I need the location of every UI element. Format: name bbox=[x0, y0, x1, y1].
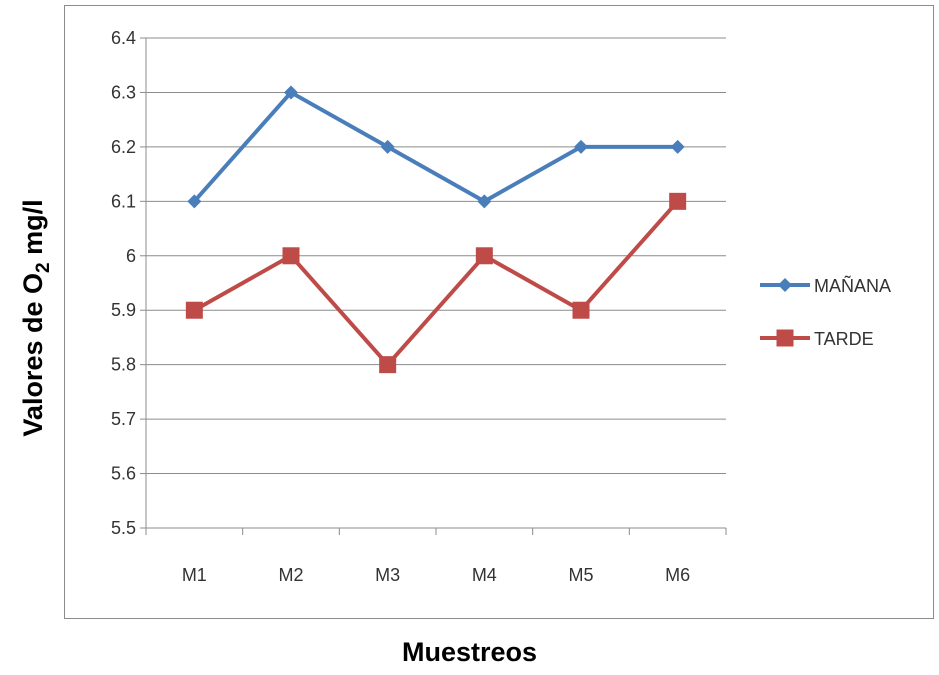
y-axis-title-tail: mg/l bbox=[18, 199, 48, 262]
y-axis-title-main: Valores de O bbox=[18, 273, 48, 437]
data-point-ma-ana bbox=[670, 139, 685, 154]
x-tick-label: M5 bbox=[568, 565, 593, 585]
y-tick-label: 5.6 bbox=[111, 464, 136, 484]
legend-marker-tarde bbox=[776, 329, 794, 347]
series-layer bbox=[185, 85, 687, 374]
data-point-ma-ana bbox=[380, 139, 395, 154]
y-tick-label: 6.4 bbox=[111, 28, 136, 48]
gridlines bbox=[146, 37, 726, 475]
y-axis-title-wrapper: Valores de O2 mg/l bbox=[18, 199, 54, 436]
x-tick-label: M6 bbox=[665, 565, 690, 585]
data-point-tarde bbox=[282, 247, 300, 265]
legend-marker-ma-ana bbox=[778, 278, 792, 292]
y-tick-label: 5.7 bbox=[111, 409, 136, 429]
data-point-ma-ana bbox=[284, 85, 298, 100]
y-tick-label: 5.5 bbox=[111, 518, 136, 538]
y-tick-label: 5.8 bbox=[111, 355, 136, 375]
data-point-tarde bbox=[669, 192, 687, 210]
data-point-tarde bbox=[185, 301, 203, 319]
legend: MAÑANA TARDE bbox=[760, 275, 891, 349]
x-tick-label: M1 bbox=[182, 565, 207, 585]
legend-label-tarde: TARDE bbox=[814, 329, 874, 349]
x-tick-label: M2 bbox=[278, 565, 303, 585]
data-point-tarde bbox=[572, 301, 590, 319]
data-point-ma-ana bbox=[477, 194, 492, 209]
y-axis-title-subscript: 2 bbox=[33, 262, 54, 273]
series-line-ma-ana bbox=[192, 90, 678, 204]
data-point-ma-ana bbox=[187, 194, 202, 209]
x-tick-label: M3 bbox=[375, 565, 400, 585]
y-tick-label: 6.3 bbox=[111, 82, 136, 102]
y-axis-title: Valores de O2 mg/l bbox=[18, 199, 54, 436]
y-tick-label: 6 bbox=[126, 246, 136, 266]
x-axis-title: Muestreos bbox=[401, 637, 538, 667]
y-tick-label: 5.9 bbox=[111, 300, 136, 320]
legend-label-ma-ana: MAÑANA bbox=[814, 275, 891, 296]
y-tick-label: 6.1 bbox=[111, 191, 136, 211]
axes: 5.5 5.6 5.7 5.8 5.9 6 6.1 6.2 6.3 6.4 M1 M2 M3 M4 M5 M6 bbox=[111, 28, 727, 585]
series-line-tarde bbox=[193, 200, 680, 367]
y-tick-label: 6.2 bbox=[111, 137, 136, 157]
data-point-ma-ana bbox=[574, 139, 588, 154]
data-point-tarde bbox=[379, 356, 397, 374]
x-tick-label: M4 bbox=[472, 565, 497, 585]
chart-frame bbox=[64, 5, 934, 619]
data-point-tarde bbox=[475, 247, 493, 265]
